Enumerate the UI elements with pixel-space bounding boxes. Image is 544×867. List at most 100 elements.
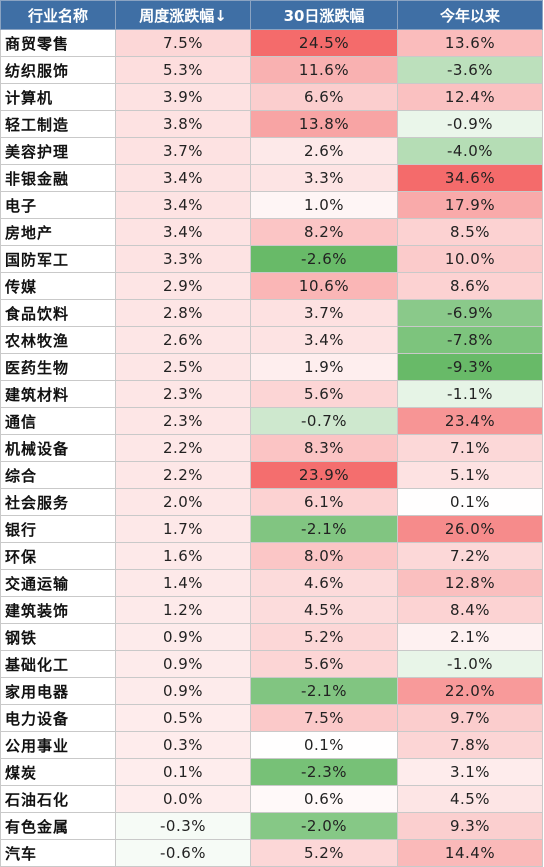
table-row: 通信 2.3% -0.7% 23.4% [0,407,543,435]
d30-change-cell: 3.7% [250,299,398,327]
ytd-change-cell: 8.6% [397,272,543,300]
d30-change-cell: 5.2% [250,839,398,867]
ytd-change-cell: -9.3% [397,353,543,381]
ytd-change-cell: 17.9% [397,191,543,219]
weekly-change-cell: 3.4% [115,164,251,192]
industry-name-cell: 石油石化 [0,785,116,813]
weekly-change-cell: 3.8% [115,110,251,138]
ytd-change-cell: -4.0% [397,137,543,165]
weekly-change-cell: 3.4% [115,218,251,246]
table-row: 食品饮料 2.8% 3.7% -6.9% [0,299,543,327]
weekly-change-cell: 0.9% [115,623,251,651]
industry-name-cell: 环保 [0,542,116,570]
industry-name-cell: 建筑装饰 [0,596,116,624]
table-row: 综合 2.2% 23.9% 5.1% [0,461,543,489]
industry-name-cell: 交通运输 [0,569,116,597]
ytd-change-cell: 5.1% [397,461,543,489]
table-row: 煤炭 0.1% -2.3% 3.1% [0,758,543,786]
d30-change-cell: 6.1% [250,488,398,516]
table-row: 电力设备 0.5% 7.5% 9.7% [0,704,543,732]
table-row: 有色金属 -0.3% -2.0% 9.3% [0,812,543,840]
industry-name-cell: 农林牧渔 [0,326,116,354]
weekly-change-cell: 2.5% [115,353,251,381]
ytd-change-cell: -6.9% [397,299,543,327]
weekly-change-cell: 7.5% [115,29,251,57]
table-row: 非银金融 3.4% 3.3% 34.6% [0,164,543,192]
weekly-change-cell: 3.3% [115,245,251,273]
d30-change-cell: 5.6% [250,380,398,408]
weekly-change-cell: 3.9% [115,83,251,111]
ytd-change-cell: 3.1% [397,758,543,786]
ytd-change-cell: 23.4% [397,407,543,435]
ytd-change-cell: 2.1% [397,623,543,651]
industry-name-cell: 轻工制造 [0,110,116,138]
weekly-change-cell: 1.6% [115,542,251,570]
weekly-change-cell: 0.5% [115,704,251,732]
ytd-change-cell: 10.0% [397,245,543,273]
industry-name-cell: 非银金融 [0,164,116,192]
table-row: 建筑材料 2.3% 5.6% -1.1% [0,380,543,408]
industry-name-cell: 食品饮料 [0,299,116,327]
header-ytd-change[interactable]: 今年以来 [397,0,543,30]
table-row: 房地产 3.4% 8.2% 8.5% [0,218,543,246]
table-row: 轻工制造 3.8% 13.8% -0.9% [0,110,543,138]
industry-name-cell: 国防军工 [0,245,116,273]
ytd-change-cell: 9.7% [397,704,543,732]
weekly-change-cell: 5.3% [115,56,251,84]
d30-change-cell: 8.0% [250,542,398,570]
weekly-change-cell: 3.4% [115,191,251,219]
weekly-change-cell: 0.9% [115,650,251,678]
table-header: 行业名称 周度涨跌幅↓ 30日涨跌幅 今年以来 [0,0,543,30]
weekly-change-cell: 0.9% [115,677,251,705]
header-industry-name[interactable]: 行业名称 [0,0,116,30]
weekly-change-cell: -0.3% [115,812,251,840]
d30-change-cell: 7.5% [250,704,398,732]
ytd-change-cell: 13.6% [397,29,543,57]
table-row: 汽车 -0.6% 5.2% 14.4% [0,839,543,867]
d30-change-cell: -2.6% [250,245,398,273]
d30-change-cell: 6.6% [250,83,398,111]
weekly-change-cell: -0.6% [115,839,251,867]
d30-change-cell: 3.4% [250,326,398,354]
d30-change-cell: 10.6% [250,272,398,300]
ytd-change-cell: 26.0% [397,515,543,543]
table-row: 机械设备 2.2% 8.3% 7.1% [0,434,543,462]
weekly-change-cell: 1.7% [115,515,251,543]
d30-change-cell: -2.1% [250,677,398,705]
d30-change-cell: 8.3% [250,434,398,462]
weekly-change-cell: 1.2% [115,596,251,624]
industry-name-cell: 建筑材料 [0,380,116,408]
header-30day-change[interactable]: 30日涨跌幅 [250,0,398,30]
table-body: 商贸零售 7.5% 24.5% 13.6% 纺织服饰 5.3% 11.6% -3.6% 计算机 3… [0,29,543,867]
table-row: 医药生物 2.5% 1.9% -9.3% [0,353,543,381]
d30-change-cell: 4.5% [250,596,398,624]
weekly-change-cell: 2.3% [115,407,251,435]
d30-change-cell: 23.9% [250,461,398,489]
industry-name-cell: 社会服务 [0,488,116,516]
ytd-change-cell: -0.9% [397,110,543,138]
weekly-change-cell: 2.9% [115,272,251,300]
weekly-change-cell: 2.2% [115,461,251,489]
header-weekly-change-sorted[interactable]: 周度涨跌幅↓ [115,0,251,30]
table-row: 交通运输 1.4% 4.6% 12.8% [0,569,543,597]
weekly-change-cell: 2.0% [115,488,251,516]
industry-name-cell: 计算机 [0,83,116,111]
weekly-change-cell: 0.1% [115,758,251,786]
ytd-change-cell: 0.1% [397,488,543,516]
table-row: 商贸零售 7.5% 24.5% 13.6% [0,29,543,57]
industry-name-cell: 有色金属 [0,812,116,840]
ytd-change-cell: 8.5% [397,218,543,246]
weekly-change-cell: 2.3% [115,380,251,408]
d30-change-cell: -2.1% [250,515,398,543]
table-row: 家用电器 0.9% -2.1% 22.0% [0,677,543,705]
d30-change-cell: -2.3% [250,758,398,786]
industry-name-cell: 医药生物 [0,353,116,381]
ytd-change-cell: -1.0% [397,650,543,678]
d30-change-cell: 11.6% [250,56,398,84]
ytd-change-cell: 12.8% [397,569,543,597]
d30-change-cell: 0.1% [250,731,398,759]
weekly-change-cell: 3.7% [115,137,251,165]
d30-change-cell: -2.0% [250,812,398,840]
